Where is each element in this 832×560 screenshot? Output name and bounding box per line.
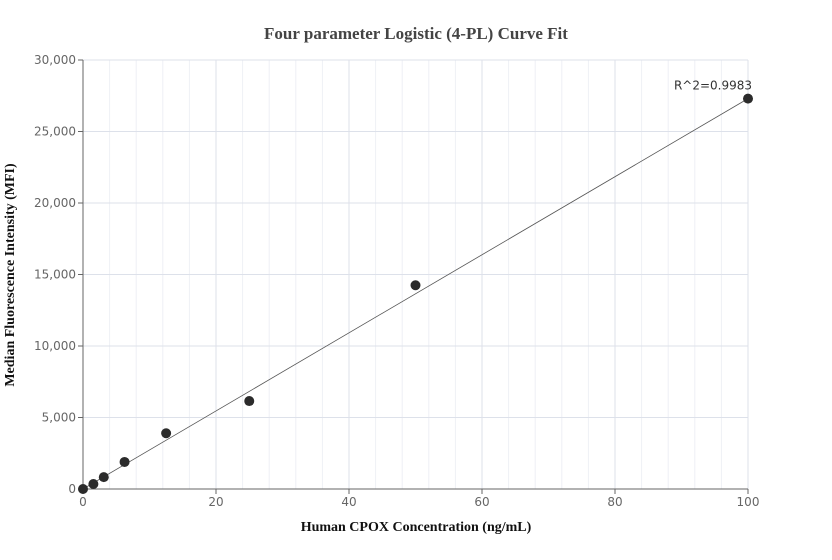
y-tick-label: 10,000 xyxy=(34,339,76,353)
x-tick-label: 80 xyxy=(607,495,622,509)
data-point xyxy=(244,396,255,407)
y-tick-label: 0 xyxy=(68,482,76,496)
data-point xyxy=(743,93,753,104)
grid xyxy=(83,59,749,489)
x-tick-label: 20 xyxy=(208,495,223,509)
y-tick-label: 15,000 xyxy=(34,268,76,282)
x-axis-title: Human CPOX Concentration (ng/mL) xyxy=(301,520,532,535)
x-tick-label: 60 xyxy=(474,495,489,509)
r-squared-label: R^2=0.9983 xyxy=(674,79,752,93)
x-tick-label: 0 xyxy=(79,495,87,509)
fit-line xyxy=(82,98,749,490)
data-point xyxy=(119,456,130,467)
y-tick-label: 30,000 xyxy=(34,53,76,67)
chart-title: Four parameter Logistic (4-PL) Curve Fit xyxy=(264,24,568,43)
y-axis-ticks: 0 5,000 10,000 15,000 20,000 25,000 30,000 xyxy=(34,53,83,496)
x-tick-label: 40 xyxy=(341,495,356,509)
data-points xyxy=(78,93,753,494)
data-point xyxy=(88,478,99,489)
y-tick-label: 20,000 xyxy=(34,196,76,210)
data-point xyxy=(78,484,88,494)
x-axis-ticks: 0 20 40 60 80 100 xyxy=(79,489,759,509)
y-tick-label: 25,000 xyxy=(34,125,76,139)
x-tick-label: 100 xyxy=(737,495,760,509)
annotations: R^2=0.9983 xyxy=(674,79,752,93)
data-point xyxy=(98,472,109,483)
data-point xyxy=(410,280,421,291)
y-tick-label: 5,000 xyxy=(42,411,76,425)
data-point xyxy=(161,428,172,439)
y-axis-title: Median Fluorescence Intensity (MFI) xyxy=(3,163,18,387)
fit-curve xyxy=(82,98,749,490)
